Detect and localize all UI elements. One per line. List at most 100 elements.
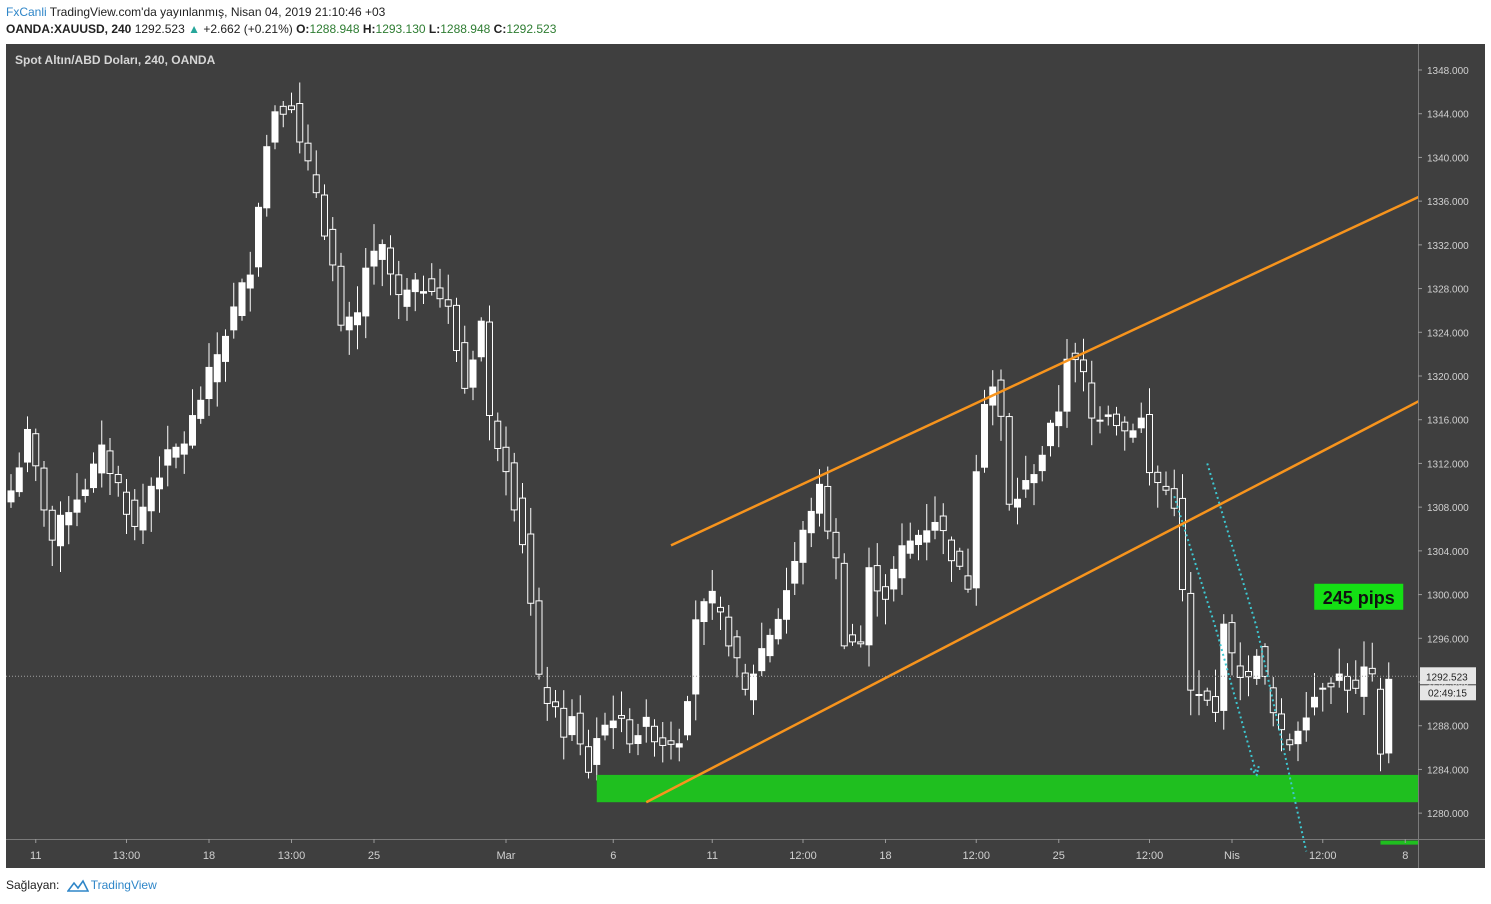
candle-body-up [65,512,73,526]
candle [593,717,601,781]
candle [783,567,790,634]
candle-body-up [477,320,485,358]
candle-body-up [189,415,196,446]
candle-body-up [420,291,427,294]
candle-body-down [1005,416,1013,505]
candle [1368,642,1376,682]
close-value: 1292.523 [506,22,557,36]
candle [1096,406,1104,434]
candle [1047,419,1054,457]
candle-body-up [923,530,931,543]
candle [213,332,221,407]
candle-body-up [98,444,106,474]
low-value: 1288.948 [440,22,491,36]
candle-body-down [453,304,460,352]
candle [411,273,419,312]
candle [428,263,436,296]
candle-body-down [873,565,881,592]
price-axis[interactable]: 1348.000 1344.000 1340.000 1336.000 1332.000… [1418,44,1485,868]
candle-body-down [436,287,444,300]
candle-body-up [370,250,378,267]
chart-title: Spot Altın/ABD Doları, 240, OANDA [15,53,216,67]
time-tick-label: 12:00 [1309,850,1337,862]
candle-body-down [428,278,436,292]
candle [1071,342,1079,383]
candle-body-up [1335,673,1343,681]
candle-body-up [213,354,221,383]
last-price: 1292.523 [134,22,185,36]
published-text: TradingView.com'da yayınlanmış, Nisan 04… [46,5,386,19]
candle [708,570,716,620]
time-tick-label: 6 [610,850,616,862]
candle [741,663,749,696]
candle-body-down [1344,675,1351,691]
candle-body-down [849,634,856,643]
candle-body-up [1220,623,1228,711]
candle-body-up [1030,474,1038,484]
candle [1162,471,1170,496]
candle-body-up [609,720,617,729]
price-tick-label: 1348.000 [1427,66,1469,77]
candle [222,329,229,382]
candle-body-down [337,265,345,326]
candle-body-up [1385,678,1393,754]
candle-body-down [717,606,724,613]
candle [1146,388,1153,486]
candle [601,712,609,741]
price-tick-label: 1304.000 [1427,547,1469,558]
candle [799,520,807,585]
candle-body-up [915,534,922,545]
candle-body-down [964,575,972,590]
candle-body-down [40,467,48,511]
candle-body-down [1195,694,1203,697]
countdown-tag [1420,685,1476,701]
candle [189,389,196,449]
chart-svg[interactable]: 245 pips 1348.000 1344.000 1340.000 1336.00… [6,44,1485,868]
candle [807,497,815,548]
candle [1030,464,1038,506]
candle [362,248,370,339]
candle-body-down [502,446,510,473]
channel-upper-line [670,164,1485,547]
candle [1352,660,1360,694]
candle-body-up [180,443,188,455]
candle [1385,662,1393,764]
publisher-name[interactable]: FxCanli [6,5,47,19]
time-tick-label: Mar [497,850,516,862]
candle-body-down [527,533,535,604]
candle [972,454,980,606]
time-axis[interactable]: 11 13:00 18 13:00 25 Mar 6 11 12:00 18 12:00 25 12:0… [6,839,1485,862]
candle [519,483,526,554]
time-tick-label: 12:00 [789,850,817,862]
candle-body-down [106,450,114,475]
candle-body-up [1294,730,1302,745]
chart-frame[interactable]: 245 pips 1348.000 1344.000 1340.000 1336.00… [6,44,1485,868]
candle [535,587,543,680]
candle [717,596,724,631]
candle [469,350,477,401]
candle [774,608,782,645]
candle-body-down [1236,665,1244,678]
candle-body-down [131,499,139,527]
candle [1311,673,1318,716]
candle-body-down [329,228,337,266]
candle-body-up [890,568,898,590]
candle [304,124,312,171]
candle [634,723,642,756]
candle-body-up [271,111,279,143]
candle-body-down [296,103,304,143]
candle [1014,477,1021,525]
time-tick-label: 25 [368,850,380,862]
candle [1335,648,1343,688]
candle-body-up [164,449,172,466]
candle [576,695,584,756]
candle [114,465,122,497]
plot-area[interactable]: 245 pips [6,82,1485,852]
candle-body-up [1063,358,1071,412]
candle-body-down [659,737,667,746]
provider-link[interactable]: TradingView [90,878,157,892]
candle-body-down [741,672,749,690]
candle-body-up [783,590,790,620]
candle-body-up [816,483,823,514]
candle-body-down [832,531,840,559]
